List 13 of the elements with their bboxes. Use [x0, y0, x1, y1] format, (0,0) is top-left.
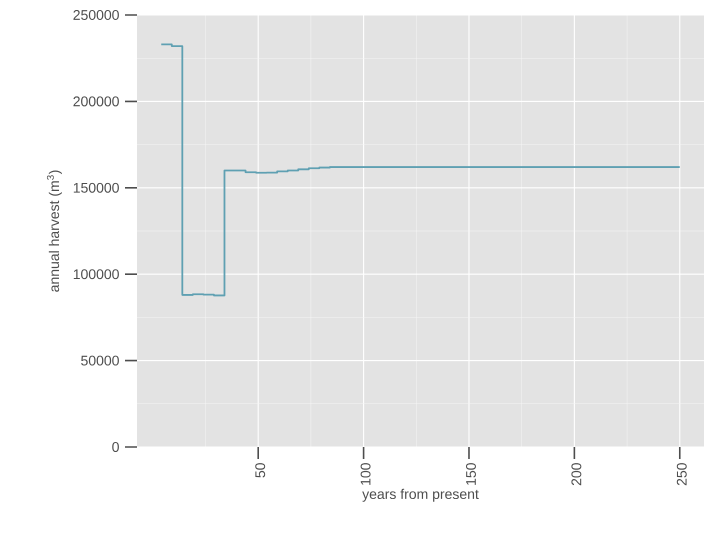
x-tick-label: 50	[255, 463, 266, 478]
y-tick-label: 50000	[81, 356, 119, 366]
x-tick-label: 100	[360, 463, 371, 485]
y-axis-title: annual harvest (m$^{3}$)	[46, 170, 62, 292]
y-tick-label: 250000	[73, 10, 119, 20]
y-tick-label: 200000	[73, 96, 119, 106]
x-axis-title: years from present	[362, 488, 479, 502]
y-tick-label: 0	[112, 442, 119, 452]
y-tick-label: 100000	[74, 269, 119, 280]
x-tick-label: 200	[571, 463, 582, 486]
y-tick-label: 150000	[74, 182, 119, 193]
x-tick-label: 150	[466, 463, 476, 485]
x-tick-label: 250	[676, 463, 687, 486]
